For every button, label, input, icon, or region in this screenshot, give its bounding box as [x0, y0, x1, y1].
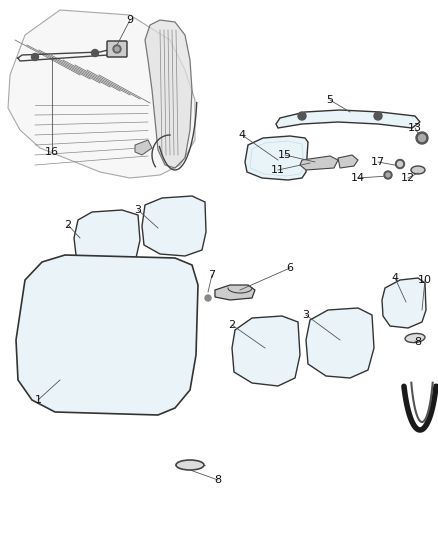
Text: 8: 8	[215, 475, 222, 485]
Circle shape	[113, 45, 121, 53]
Circle shape	[205, 295, 211, 301]
Polygon shape	[145, 20, 192, 168]
Text: 3: 3	[303, 310, 310, 320]
Text: 10: 10	[418, 275, 432, 285]
Polygon shape	[74, 210, 140, 265]
Text: 2: 2	[64, 220, 71, 230]
Polygon shape	[8, 10, 195, 178]
Text: 15: 15	[278, 150, 292, 160]
Ellipse shape	[405, 334, 425, 343]
Text: 12: 12	[401, 173, 415, 183]
Circle shape	[298, 112, 306, 120]
Circle shape	[384, 171, 392, 179]
Text: 1: 1	[35, 395, 42, 405]
Circle shape	[32, 53, 39, 61]
Circle shape	[416, 132, 428, 144]
Text: 7: 7	[208, 270, 215, 280]
Polygon shape	[338, 155, 358, 168]
Polygon shape	[215, 285, 255, 300]
Text: 2: 2	[229, 320, 236, 330]
Polygon shape	[245, 136, 308, 180]
Circle shape	[115, 47, 119, 51]
Circle shape	[386, 173, 390, 177]
Circle shape	[398, 161, 403, 166]
Text: 17: 17	[371, 157, 385, 167]
Polygon shape	[232, 316, 300, 386]
Text: 16: 16	[45, 147, 59, 157]
Text: 14: 14	[351, 173, 365, 183]
Circle shape	[92, 50, 99, 56]
Text: 4: 4	[238, 130, 246, 140]
FancyBboxPatch shape	[107, 41, 127, 57]
Text: 6: 6	[286, 263, 293, 273]
Text: 9: 9	[127, 15, 134, 25]
Polygon shape	[276, 110, 420, 128]
Polygon shape	[16, 255, 198, 415]
Ellipse shape	[411, 166, 425, 174]
Text: 8: 8	[414, 337, 421, 347]
Circle shape	[418, 134, 425, 141]
Text: 5: 5	[326, 95, 333, 105]
Ellipse shape	[176, 460, 204, 470]
Text: 4: 4	[392, 273, 399, 283]
Polygon shape	[142, 196, 206, 256]
Polygon shape	[300, 156, 338, 170]
Polygon shape	[135, 140, 152, 155]
Text: 11: 11	[271, 165, 285, 175]
Circle shape	[396, 159, 405, 168]
Text: 13: 13	[408, 123, 422, 133]
Circle shape	[374, 112, 382, 120]
Polygon shape	[306, 308, 374, 378]
Polygon shape	[382, 278, 426, 328]
Text: 3: 3	[134, 205, 141, 215]
